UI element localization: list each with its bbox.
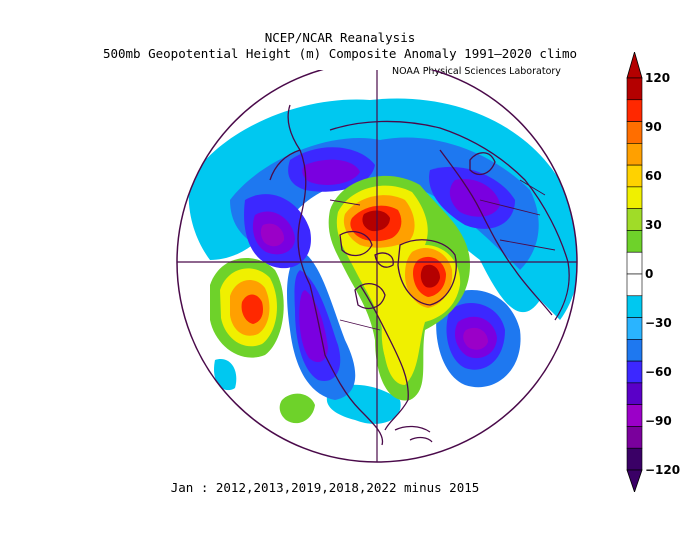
colorbar-swatch	[626, 121, 643, 144]
anomaly-neg-light	[188, 98, 577, 320]
colorbar-top-arrow	[626, 52, 643, 79]
colorbar-tick-label: −30	[645, 316, 672, 330]
anomaly-pos-dark	[420, 264, 440, 288]
anomaly-neg-purple	[302, 159, 360, 185]
anomaly-neg-deep	[463, 327, 488, 350]
colorbar-swatch	[626, 99, 643, 122]
colorbar-swatch	[626, 339, 643, 362]
anomaly-field	[188, 98, 577, 424]
anomaly-pos-dark	[362, 210, 390, 232]
coastline-hudson-bay	[354, 283, 386, 309]
credit-label: NOAA Physical Sciences Laboratory	[392, 66, 561, 77]
country-borders	[329, 179, 556, 331]
colorbar-bottom-arrow	[626, 469, 643, 492]
colorbar-swatch	[626, 295, 643, 318]
colorbar-tick-label: −60	[645, 365, 672, 379]
colorbar-swatch	[626, 251, 643, 275]
polar-map	[176, 70, 578, 463]
colorbar-swatch	[626, 143, 643, 166]
colorbar-swatch	[626, 404, 643, 427]
colorbar-swatch	[626, 230, 643, 253]
colorbar-swatch	[626, 426, 643, 449]
colorbar-tick-label: 120	[645, 71, 670, 85]
colorbar-swatch	[626, 317, 643, 340]
map-boundary	[176, 70, 578, 463]
colorbar-labels: 120 90 60 30 0 −30 −60 −90 −120	[645, 71, 680, 477]
colorbar-tick-label: −90	[645, 414, 672, 428]
coastline-eurasia	[329, 120, 570, 321]
anomaly-neg-light	[214, 359, 237, 391]
anomaly-neg-purple	[449, 179, 500, 217]
anomaly-pos-red	[241, 294, 263, 324]
anomaly-neg-deep	[260, 223, 285, 247]
chart-title: NCEP/NCAR Reanalysis	[264, 30, 416, 45]
coastline-scandinavia	[469, 152, 496, 176]
colorbar-swatch	[626, 186, 643, 209]
colorbar-swatch	[626, 164, 643, 188]
coastline-north-america-east	[359, 284, 409, 431]
coastline-asia-pacific	[269, 104, 301, 181]
coastline-europe	[439, 149, 553, 316]
colorbar-swatch	[626, 382, 643, 405]
colorbar: 120 90 60 30 0 −30 −60 −90 −120	[626, 52, 680, 492]
chart-subtitle: 500mb Geopotential Height (m) Composite …	[102, 46, 578, 61]
colorbar-tick-label: 0	[645, 267, 653, 281]
colorbar-tick-label: 30	[645, 218, 662, 232]
coastline-caribbean	[394, 425, 433, 443]
coastline-arctic-islands	[339, 231, 394, 268]
colorbar-swatch	[626, 208, 643, 231]
colorbar-tick-label: −120	[645, 463, 680, 477]
colorbar-tick-label: 90	[645, 120, 662, 134]
anomaly-neg-purple	[299, 290, 328, 363]
coastlines	[269, 104, 570, 446]
anomaly-pos-yellow	[381, 300, 405, 366]
anomaly-pos-green	[279, 393, 315, 424]
composite-caption: Jan : 2012,2013,2019,2018,2022 minus 201…	[170, 480, 480, 495]
colorbar-swatch	[626, 360, 643, 384]
coastline-greenland	[397, 239, 457, 306]
colorbar-boxes	[626, 52, 643, 492]
coastline-north-america	[297, 149, 384, 446]
colorbar-swatch	[626, 447, 643, 471]
colorbar-swatch	[626, 77, 643, 101]
colorbar-swatch	[626, 273, 643, 297]
colorbar-tick-label: 60	[645, 169, 662, 183]
